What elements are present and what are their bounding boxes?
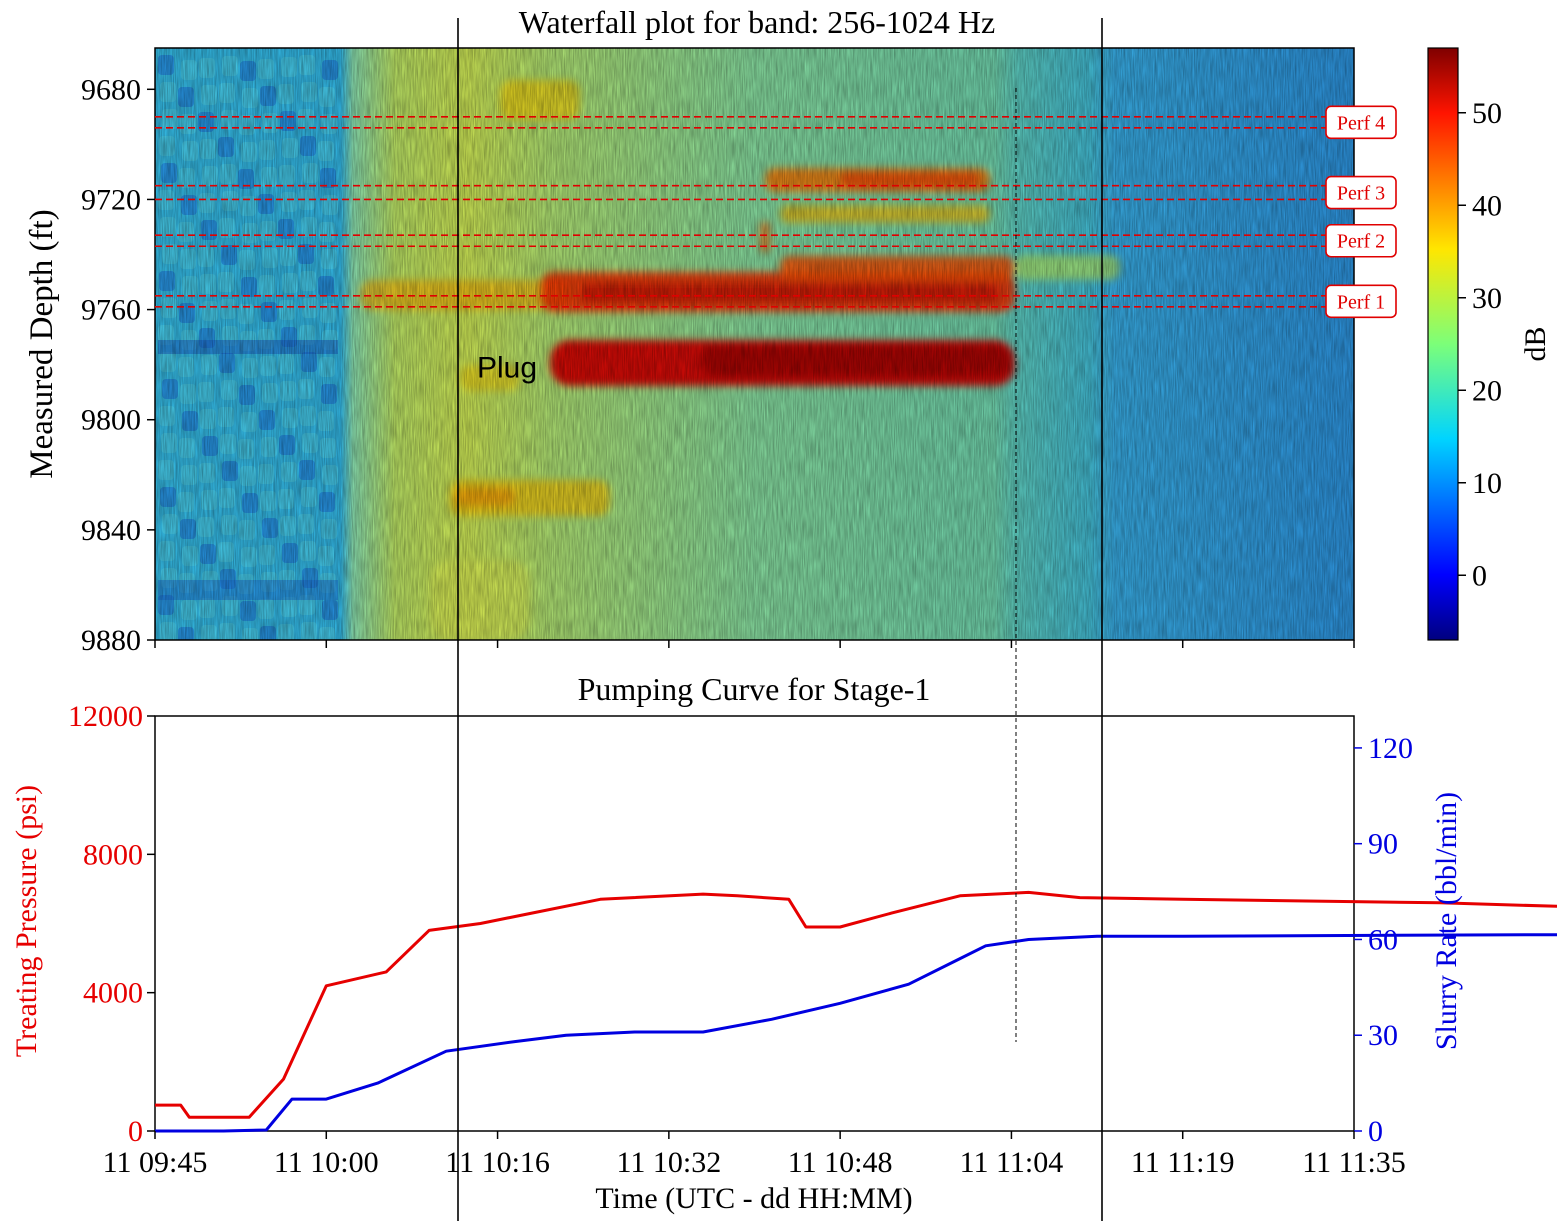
perforation-markers: Perf 4 Perf 3 Perf 2 Perf 1	[155, 105, 1397, 319]
heatmap-y-tick-label: 9760	[81, 294, 141, 327]
pressure-tick-label: 8000	[83, 838, 143, 871]
slurry-rate-line	[155, 933, 1557, 1133]
treating-pressure-line	[155, 890, 1557, 1119]
perforation-label: Perf 1	[1337, 291, 1385, 313]
time-tick-label: 11 10:00	[274, 1146, 379, 1179]
rate-tick-label: 30	[1368, 1019, 1398, 1052]
perforation-label-box	[1325, 175, 1397, 210]
pressure-tick-label: 12000	[68, 700, 143, 733]
rate-tick-label: 120	[1368, 732, 1413, 765]
time-tick-label: 11 11:04	[960, 1146, 1064, 1179]
pumping-chart-title: Pumping Curve for Stage-1	[578, 671, 931, 707]
rate-axis: 0 30 60 90 120	[1354, 732, 1413, 1148]
waterfall-heatmap	[155, 48, 1354, 640]
colorbar-tick-label: 40	[1472, 189, 1502, 222]
perforation-label-box	[1325, 105, 1397, 140]
colorbar-ticks: 0 10 20 30 40 50	[1458, 97, 1502, 592]
colorbar-tick-label: 20	[1472, 374, 1502, 407]
time-axis-label: Time (UTC - dd HH:MM)	[595, 1182, 912, 1215]
heatmap-grain	[155, 48, 1354, 640]
rate-tick-label: 90	[1368, 828, 1398, 861]
heatmap-y-axis: 9680 9720 9760 9800 9840 9880	[81, 73, 155, 657]
pressure-axis: 0 4000 8000 12000	[68, 700, 155, 1148]
heatmap-x-ticks	[154, 640, 1355, 648]
rate-tick-label: 60	[1368, 923, 1398, 956]
pumping-chart-frame	[154, 715, 1355, 1132]
heatmap-y-tick-label: 9800	[81, 404, 141, 437]
time-axis: 11 09:45 11 10:00 11 10:16 11 10:32 11 10:48…	[103, 1131, 1406, 1179]
pressure-tick-label: 4000	[83, 977, 143, 1010]
colorbar-label: dB	[1519, 326, 1552, 361]
colorbar: 0 10 20 30 40 50 dB	[1427, 47, 1552, 641]
heatmap-y-tick-label: 9720	[81, 183, 141, 216]
colorbar-gradient	[1427, 47, 1459, 641]
time-tick-label: 11 10:48	[788, 1146, 893, 1179]
time-tick-label: 11 11:35	[1302, 1146, 1406, 1179]
colorbar-tick-label: 50	[1472, 97, 1502, 130]
rate-axis-label: Slurry Rate (bbl/min)	[1430, 792, 1463, 1050]
heatmap-title: Waterfall plot for band: 256-1024 Hz	[519, 4, 995, 40]
colorbar-tick-label: 0	[1472, 559, 1487, 592]
perforation-label: Perf 3	[1337, 183, 1385, 205]
perforation-label: Perf 4	[1337, 112, 1385, 134]
time-tick-label: 11 09:45	[103, 1146, 208, 1179]
plug-annotation: Plug	[477, 351, 537, 384]
colorbar-tick-label: 30	[1472, 282, 1502, 315]
pressure-tick-label: 0	[128, 1115, 143, 1148]
perforation-label-box	[1325, 223, 1397, 258]
heatmap-frame	[154, 47, 1355, 641]
heatmap-y-tick-label: 9880	[81, 624, 141, 657]
time-tick-label: 11 10:32	[616, 1146, 721, 1179]
heatmap-y-tick-label: 9840	[81, 514, 141, 547]
perforation-label-box	[1325, 284, 1397, 319]
heatmap-y-label: Measured Depth (ft)	[24, 209, 60, 478]
heatmap-y-tick-label: 9680	[81, 73, 141, 106]
time-tick-label: 11 10:16	[445, 1146, 550, 1179]
rate-tick-label: 0	[1368, 1115, 1383, 1148]
time-tick-label: 11 11:19	[1131, 1146, 1235, 1179]
perforation-label: Perf 2	[1337, 231, 1385, 253]
pumping-series	[155, 890, 1557, 1133]
pressure-axis-label: Treating Pressure (psi)	[10, 785, 43, 1057]
colorbar-tick-label: 10	[1472, 467, 1502, 500]
